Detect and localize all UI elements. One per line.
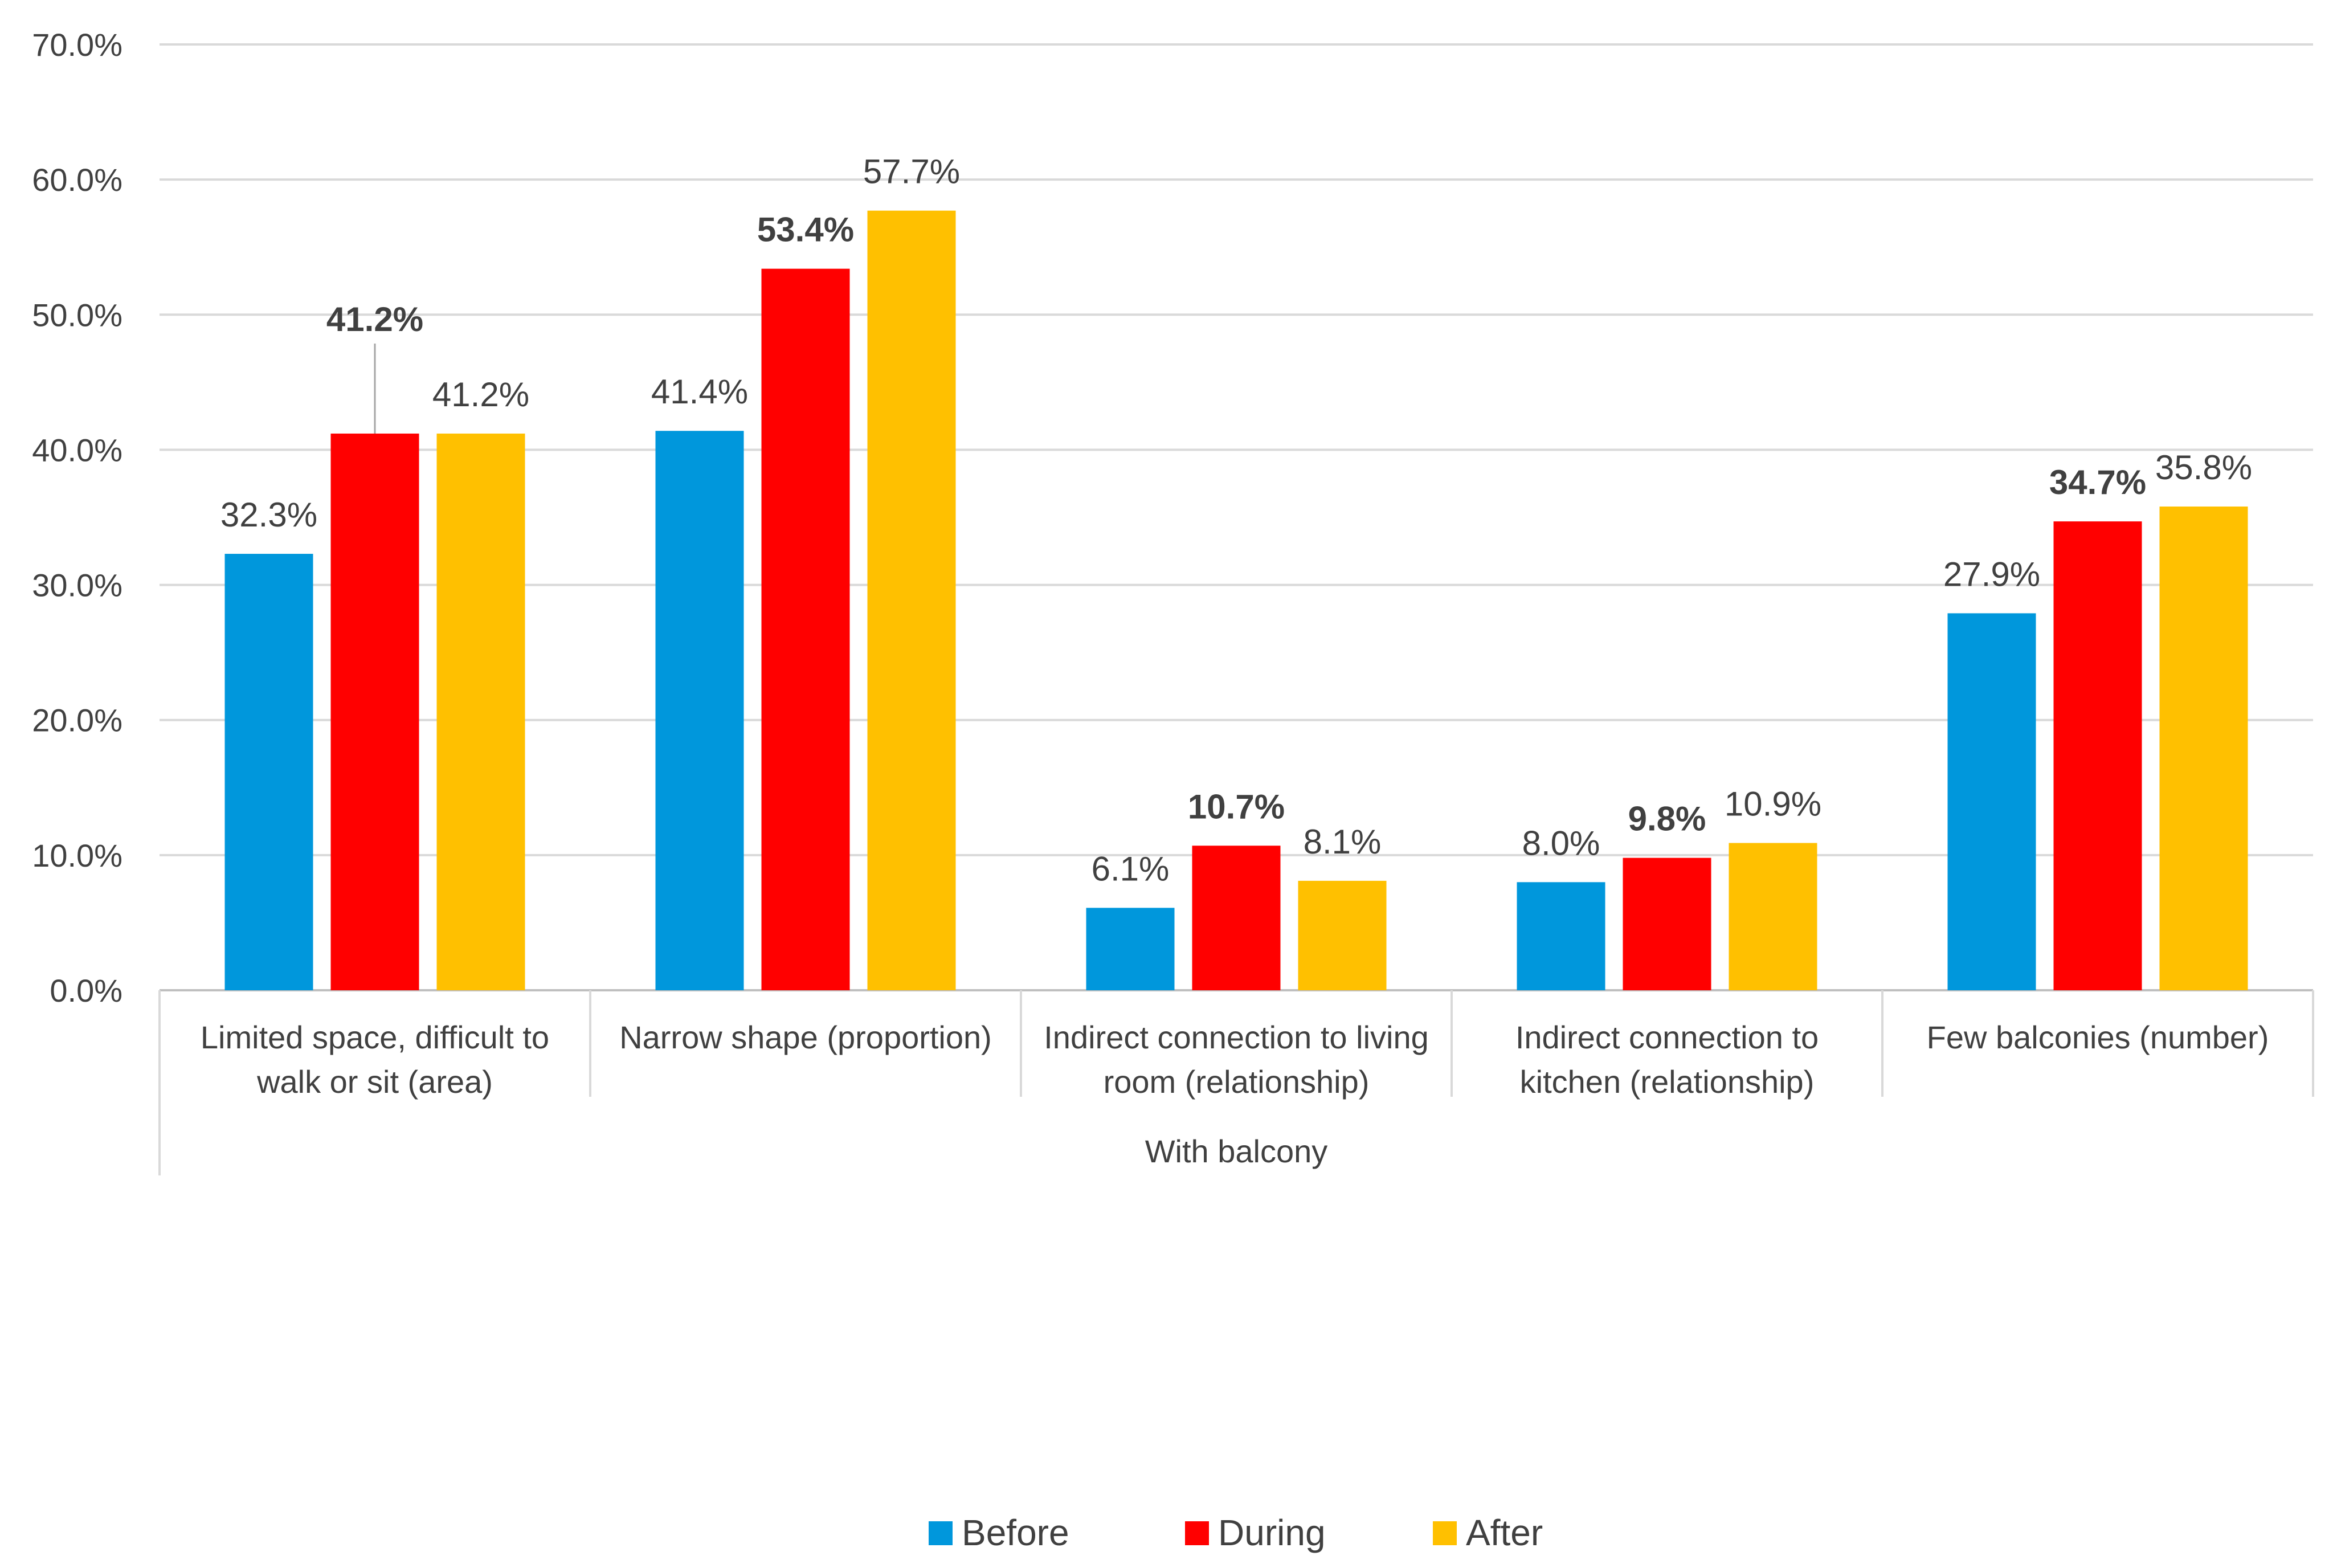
data-label: 35.8% xyxy=(2155,448,2252,487)
category-label: walk or sit (area) xyxy=(256,1064,493,1100)
bar xyxy=(761,268,850,991)
data-label: 8.1% xyxy=(1304,823,1382,861)
bar xyxy=(1947,613,2036,990)
data-label: 9.8% xyxy=(1628,800,1706,838)
data-label: 32.3% xyxy=(220,496,317,534)
y-tick-label: 70.0% xyxy=(32,27,122,63)
data-label: 53.4% xyxy=(757,211,854,249)
category-label: Indirect connection to xyxy=(1515,1019,1819,1055)
legend-swatch xyxy=(929,1521,953,1545)
y-tick-label: 0.0% xyxy=(50,973,122,1008)
bar xyxy=(1517,882,1605,990)
bar xyxy=(330,433,419,990)
y-tick-label: 10.0% xyxy=(32,838,122,873)
y-tick-label: 30.0% xyxy=(32,567,122,603)
bar xyxy=(1192,846,1281,990)
legend-label: After xyxy=(1466,1512,1543,1553)
legend-swatch xyxy=(1433,1521,1457,1545)
bar xyxy=(1086,908,1175,990)
y-tick-label: 50.0% xyxy=(32,297,122,333)
legend-swatch xyxy=(1185,1521,1209,1545)
data-label: 41.2% xyxy=(326,300,423,338)
bar xyxy=(655,431,744,990)
legend-label: During xyxy=(1218,1512,1326,1553)
axes: 0.0% 10.0% 20.0% 30.0% 40.0% 50.0% 60.0% 70.0% L… xyxy=(32,27,2314,1175)
data-label: 10.9% xyxy=(1725,785,1821,823)
bar xyxy=(867,210,956,991)
y-tick-label: 40.0% xyxy=(32,432,122,468)
data-label: 6.1% xyxy=(1092,850,1170,888)
bar xyxy=(1298,880,1387,990)
category-label: Few balconies (number) xyxy=(1927,1019,2269,1055)
bars xyxy=(224,210,2248,991)
bar xyxy=(2053,521,2142,990)
bar xyxy=(1729,843,1817,990)
group-label: With balcony xyxy=(1145,1133,1328,1169)
category-label: room (relationship) xyxy=(1104,1064,1370,1100)
data-label: 41.4% xyxy=(651,373,748,411)
y-tick-label: 60.0% xyxy=(32,162,122,198)
category-label: Limited space, difficult to xyxy=(201,1019,549,1055)
bar xyxy=(436,433,525,990)
y-tick-label: 20.0% xyxy=(32,703,122,738)
bar xyxy=(224,554,313,990)
data-label: 8.0% xyxy=(1522,824,1600,862)
bar xyxy=(2159,507,2248,990)
data-label: 34.7% xyxy=(2049,463,2146,501)
category-label: Indirect connection to living xyxy=(1044,1019,1429,1055)
data-label: 41.2% xyxy=(432,375,529,414)
data-label: 57.7% xyxy=(863,153,960,191)
data-labels: 32.3% 41.4% 6.1% 8.0% 27.9% 41.2% 53.4% 10.7% 9.… xyxy=(220,153,2252,888)
category-label: kitchen (relationship) xyxy=(1520,1064,1815,1100)
category-label: Narrow shape (proportion) xyxy=(619,1019,992,1055)
data-label: 10.7% xyxy=(1188,787,1285,826)
data-label: 27.9% xyxy=(1943,555,2040,593)
legend: Before During After xyxy=(929,1512,1543,1553)
legend-label: Before xyxy=(962,1512,1069,1553)
bar xyxy=(1623,858,1711,990)
